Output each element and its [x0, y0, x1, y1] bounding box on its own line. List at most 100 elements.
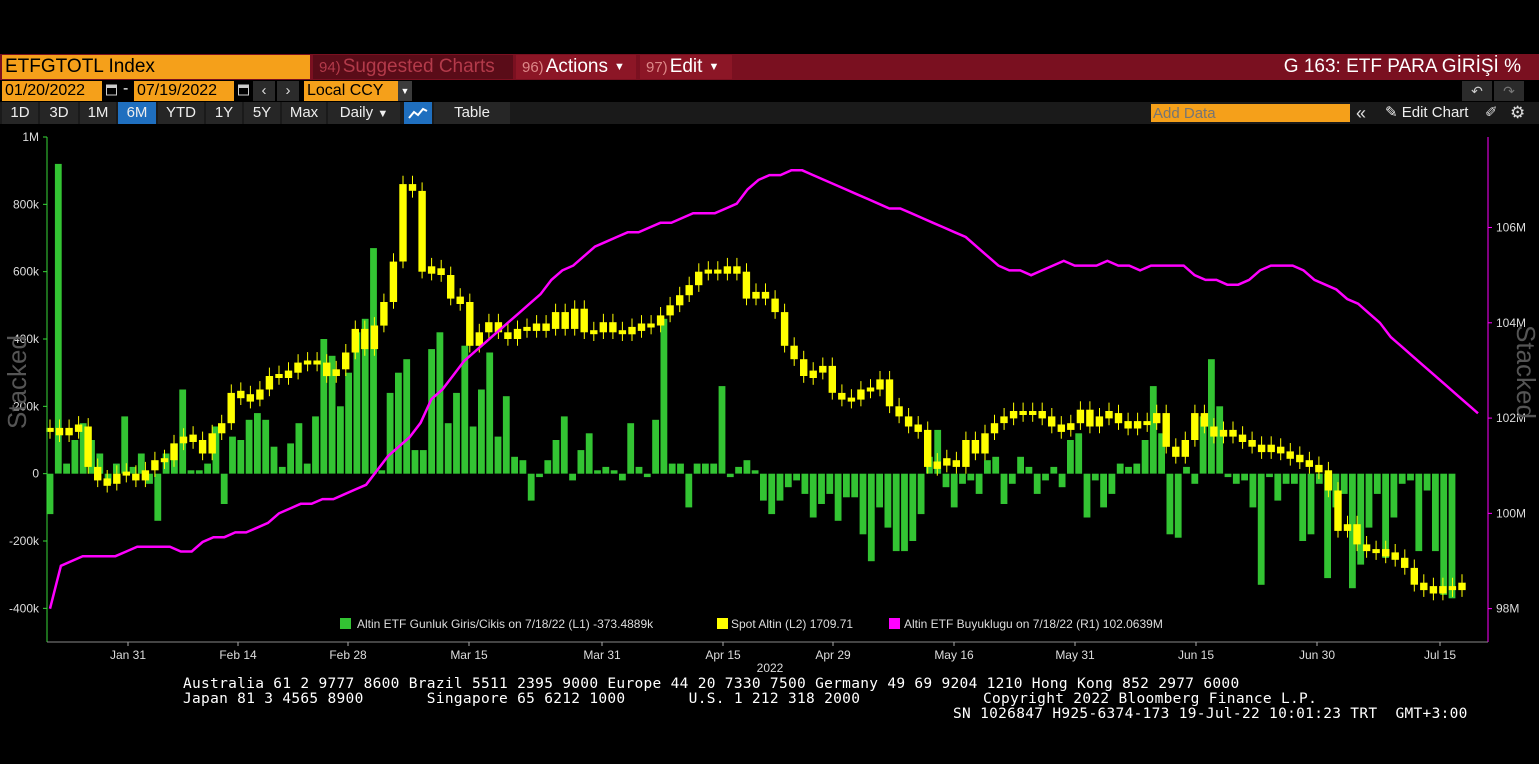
- spot-candle: [895, 406, 903, 417]
- right-tick-label: 102M: [1496, 411, 1526, 425]
- gear-icon[interactable]: ⚙: [1510, 103, 1526, 122]
- range-1y[interactable]: 1Y: [206, 102, 242, 124]
- spot-candle: [1162, 413, 1170, 447]
- range-ytd[interactable]: YTD: [158, 102, 204, 124]
- spot-candle: [571, 308, 579, 329]
- spot-candle: [1267, 444, 1275, 453]
- actions-menu-button[interactable]: 96) Actions ▼: [516, 55, 636, 79]
- spot-candle: [647, 323, 655, 328]
- spot-candle: [246, 394, 254, 402]
- chevron-right-icon[interactable]: ›: [277, 81, 299, 101]
- spot-candle: [466, 302, 474, 346]
- spot-candle: [418, 190, 426, 272]
- flow-bar: [303, 463, 311, 474]
- flow-bar: [1125, 466, 1132, 474]
- date-separator: -: [123, 80, 129, 97]
- flow-bar: [312, 416, 319, 474]
- spot-candle: [55, 427, 64, 436]
- flow-bar: [884, 473, 892, 528]
- flow-bar: [63, 463, 70, 474]
- flow-bar: [162, 453, 170, 474]
- footer-contacts-2: Japan 81 3 4565 8900 Singapore 65 6212 1…: [183, 691, 861, 707]
- spot-candle: [1248, 440, 1256, 447]
- end-date-input[interactable]: 07/19/2022: [134, 81, 234, 101]
- spot-candle: [752, 291, 760, 299]
- calendar-icon[interactable]: [238, 83, 249, 96]
- flow-bar: [793, 473, 800, 481]
- spot-candle: [1067, 423, 1075, 430]
- spot-candle: [456, 296, 464, 304]
- flow-bar: [337, 406, 344, 474]
- spot-candle: [866, 387, 875, 392]
- flow-bar: [1423, 473, 1431, 491]
- range-1d[interactable]: 1D: [2, 102, 38, 124]
- left-tick-label: 1M: [22, 130, 39, 144]
- flow-bar: [735, 466, 742, 474]
- flow-bar: [1083, 473, 1091, 518]
- flow-bar: [1067, 440, 1074, 474]
- flow-bar: [950, 473, 958, 508]
- flow-bar: [154, 473, 162, 521]
- caret-down-icon: ▼: [614, 61, 625, 73]
- range-5y[interactable]: 5Y: [244, 102, 280, 124]
- flow-bar: [361, 318, 369, 474]
- flow-bar: [693, 463, 701, 474]
- start-date-input[interactable]: 01/20/2022: [2, 81, 102, 101]
- frequency-select[interactable]: Daily ▼: [328, 102, 400, 124]
- spot-candle: [122, 471, 130, 476]
- table-view-button[interactable]: Table: [434, 102, 510, 124]
- ticker-field[interactable]: ETFGTOTL Index: [2, 55, 310, 79]
- calendar-icon[interactable]: [106, 83, 117, 96]
- menu-number: 96): [522, 59, 544, 77]
- flow-bar: [428, 349, 435, 474]
- flow-bar: [71, 440, 79, 474]
- flow-bar: [519, 460, 527, 474]
- range-3d[interactable]: 3D: [40, 102, 78, 124]
- flow-bar: [1091, 473, 1099, 481]
- spot-candle: [237, 390, 245, 399]
- add-data-input[interactable]: [1151, 104, 1350, 122]
- suggested-charts-button[interactable]: 94) Suggested Charts: [313, 55, 513, 79]
- spot-candle: [218, 423, 226, 434]
- flow-bar: [320, 339, 328, 474]
- currency-select[interactable]: Local CCY ▼: [304, 81, 412, 101]
- redo-icon[interactable]: ↷: [1494, 81, 1524, 101]
- flow-bar: [1199, 416, 1207, 474]
- spot-candle: [342, 352, 350, 370]
- flow-bar: [768, 473, 776, 515]
- spot-candle: [227, 392, 235, 424]
- spot-candle: [323, 362, 331, 377]
- spot-candle: [1305, 460, 1313, 467]
- x-tick-label: Jan 31: [110, 648, 146, 662]
- flow-bar: [220, 473, 228, 504]
- x-tick-label: Jun 15: [1178, 648, 1214, 662]
- spot-candle: [1238, 434, 1247, 442]
- chevron-left-icon[interactable]: ‹: [253, 81, 275, 101]
- flow-bar: [834, 473, 842, 521]
- spot-candle: [1029, 411, 1037, 415]
- flow-bar: [560, 416, 568, 474]
- annotate-icon[interactable]: ✐: [1485, 104, 1498, 121]
- flow-bar: [403, 359, 411, 474]
- spot-candle: [189, 434, 197, 442]
- chart-area[interactable]: 1M 800k 600k 400k 200k 0 -200k -400k Stacked 106M…: [0, 124, 1539, 676]
- flow-bar: [96, 453, 104, 474]
- spot-candle: [1114, 413, 1123, 424]
- spot-candle: [943, 458, 951, 466]
- spot-candle: [256, 389, 264, 400]
- range-1m[interactable]: 1M: [80, 102, 116, 124]
- line-chart-icon[interactable]: [404, 102, 432, 124]
- range-6m[interactable]: 6M: [118, 102, 156, 124]
- frequency-value: Daily: [339, 104, 374, 121]
- spot-candle: [1362, 544, 1371, 552]
- spot-candle: [1315, 464, 1323, 473]
- edit-menu-button[interactable]: 97) Edit ▼: [640, 55, 732, 79]
- edit-chart-button[interactable]: ✎ Edit Chart: [1385, 102, 1468, 124]
- range-max[interactable]: Max: [282, 102, 326, 124]
- spot-candle: [1172, 446, 1180, 457]
- right-axis-label: Stacked: [1511, 325, 1539, 419]
- collapse-icon[interactable]: «: [1356, 103, 1367, 123]
- pencil-icon: ✎: [1385, 104, 1398, 121]
- flow-bar: [1216, 406, 1224, 474]
- undo-icon[interactable]: ↶: [1462, 81, 1492, 101]
